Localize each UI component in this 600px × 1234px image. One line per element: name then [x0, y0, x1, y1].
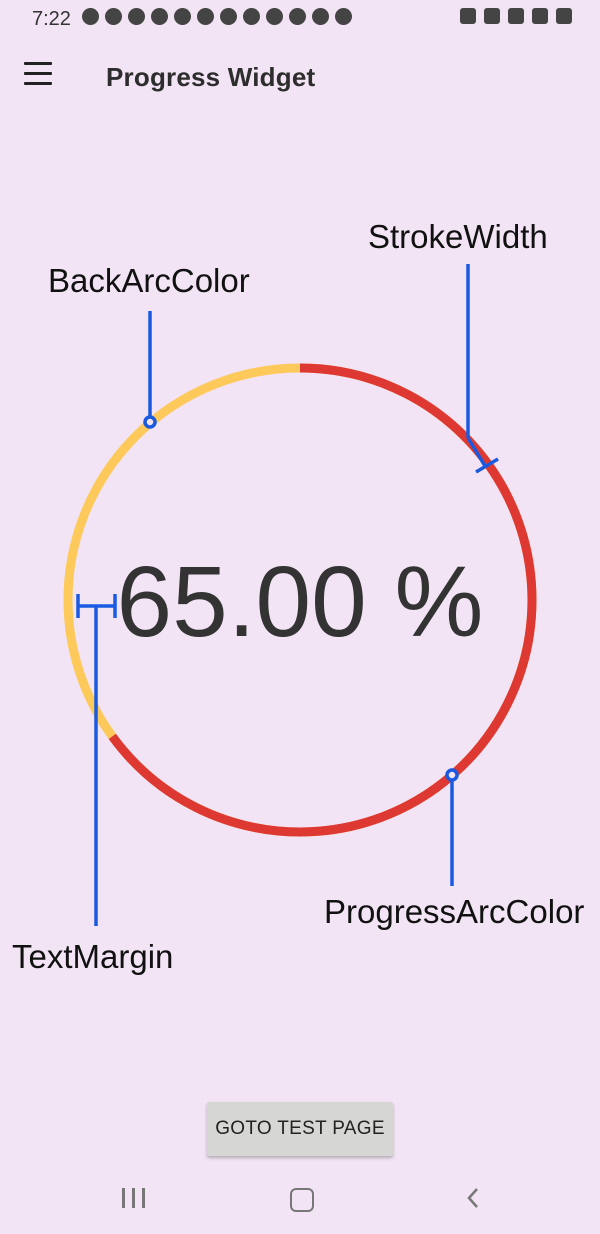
- wifi-icon: [484, 8, 500, 24]
- hamburger-menu-icon[interactable]: [24, 62, 56, 90]
- system-icons: [460, 8, 572, 24]
- progress-arc: [108, 363, 537, 837]
- status-bar: 7:22: [0, 0, 600, 36]
- signal-icon: [532, 8, 548, 24]
- stroke-width-pointer-diag: [466, 437, 487, 467]
- video-call-icon: [197, 8, 214, 25]
- incognito-icon: [335, 8, 352, 25]
- app-bar: Progress Widget: [0, 40, 600, 114]
- volte-icon: [508, 8, 524, 24]
- mute-icon: [460, 8, 476, 24]
- notification-icons: [82, 8, 352, 25]
- goto-test-page-button[interactable]: GOTO TEST PAGE: [207, 1102, 393, 1156]
- twitter-icon: [174, 8, 191, 25]
- video-icon: [128, 8, 145, 25]
- progress-value-text: 65.00 %: [117, 546, 484, 658]
- bell-icon: [312, 8, 329, 25]
- stroke-width-label: StrokeWidth: [368, 218, 548, 255]
- chat-icon: [289, 8, 306, 25]
- status-time: 7:22: [32, 8, 71, 30]
- page-title: Progress Widget: [106, 62, 316, 92]
- progress-arc-color-label: ProgressArcColor: [324, 893, 585, 930]
- back-arc-color-label: BackArcColor: [48, 262, 250, 299]
- messenger-icon: [105, 8, 122, 25]
- progress-arc-color-marker: [445, 768, 459, 782]
- missed-call-icon: [243, 8, 260, 25]
- system-nav-bar: [0, 1160, 600, 1234]
- whatsapp-icon: [82, 8, 99, 25]
- facebook-icon: [151, 8, 168, 25]
- instagram-icon: [266, 8, 283, 25]
- recent-apps-icon[interactable]: [122, 1188, 145, 1208]
- back-arc-color-marker: [143, 415, 157, 429]
- stroke-width-tick: [475, 457, 499, 474]
- battery-icon: [556, 8, 572, 24]
- text-margin-label: TextMargin: [12, 938, 174, 975]
- back-icon[interactable]: [462, 1186, 486, 1210]
- home-icon[interactable]: [290, 1188, 314, 1212]
- wifi-call-icon: [220, 8, 237, 25]
